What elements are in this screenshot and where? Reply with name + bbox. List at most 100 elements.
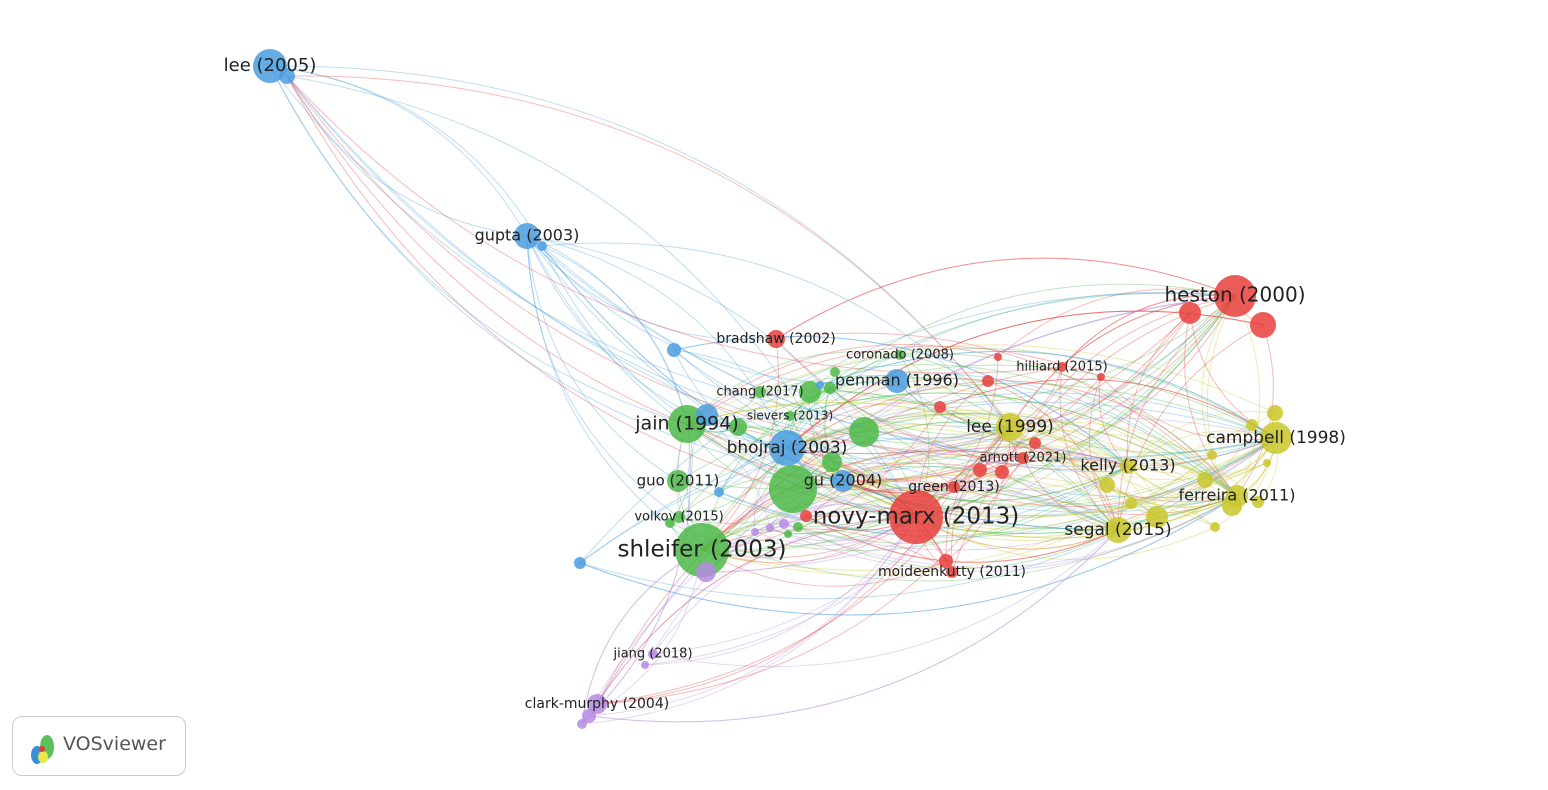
edge	[269, 65, 543, 247]
node	[885, 369, 909, 393]
edge	[786, 431, 1003, 473]
edge	[1189, 312, 1277, 439]
edge	[678, 480, 844, 524]
edge	[783, 495, 1238, 568]
edge	[842, 295, 1236, 482]
node	[641, 661, 649, 669]
edge	[705, 295, 1236, 573]
edge	[286, 75, 1129, 468]
edge	[526, 235, 788, 449]
edge	[686, 402, 1158, 518]
edge	[831, 437, 1277, 507]
logo: VOSviewer	[12, 716, 186, 776]
edge	[1117, 437, 1277, 531]
edge	[805, 515, 1119, 563]
edge	[701, 450, 1024, 551]
edge	[786, 408, 1011, 449]
edge	[775, 332, 1238, 497]
node-label: lee (1999)	[966, 417, 1054, 437]
node	[1197, 472, 1213, 488]
node	[1097, 373, 1105, 381]
edge	[526, 235, 703, 551]
edge	[1206, 295, 1236, 507]
edge	[701, 450, 1024, 551]
edge	[286, 75, 1024, 459]
edge	[805, 515, 1119, 563]
edge	[541, 242, 1011, 428]
node-label: coronado (2008)	[846, 348, 954, 363]
node	[1179, 302, 1201, 324]
edge	[596, 457, 1024, 705]
node	[714, 487, 724, 497]
logo-icon	[31, 735, 54, 764]
node	[779, 519, 789, 529]
edge	[945, 426, 1011, 562]
edge	[775, 257, 1236, 340]
edge	[1127, 437, 1277, 474]
edge	[652, 529, 1119, 668]
edge	[789, 392, 1238, 497]
edge	[701, 295, 1236, 551]
edge	[939, 378, 1277, 439]
edge	[581, 549, 703, 725]
edge	[1117, 295, 1236, 531]
node	[889, 490, 943, 544]
node	[1210, 522, 1220, 532]
edge	[786, 410, 1206, 481]
node	[766, 524, 774, 532]
edge	[673, 349, 917, 518]
edge	[786, 423, 1108, 486]
edge	[1184, 312, 1238, 497]
edge	[789, 283, 1236, 417]
node	[934, 401, 946, 413]
edge	[701, 424, 1253, 571]
edge	[842, 480, 1132, 530]
edge	[581, 426, 1011, 725]
node-label: novy-marx (2013)	[813, 504, 1020, 530]
edge	[701, 338, 779, 551]
edge	[797, 295, 1236, 528]
edge	[596, 516, 917, 705]
node-label: segal (2015)	[1064, 520, 1171, 540]
edge	[899, 354, 1011, 428]
node	[696, 562, 716, 582]
node-label: jain (1994)	[634, 413, 738, 435]
edge	[808, 391, 844, 482]
edge	[829, 387, 1011, 435]
node	[832, 470, 854, 492]
edge	[819, 350, 1277, 439]
edge	[997, 288, 1236, 358]
edge	[775, 257, 1236, 340]
edge	[644, 426, 1011, 666]
node	[1125, 497, 1137, 509]
edge	[786, 441, 955, 488]
edge	[939, 406, 1277, 467]
edge	[588, 529, 1119, 723]
edge	[1127, 465, 1238, 500]
edge	[786, 447, 953, 573]
edge	[915, 458, 1129, 518]
node	[279, 68, 295, 84]
edge	[1034, 442, 1238, 503]
edge	[678, 292, 1236, 518]
edge	[269, 65, 844, 482]
node-label: moideenkutty (2011)	[878, 564, 1026, 580]
edge	[541, 245, 1277, 460]
node	[1267, 405, 1283, 421]
edge	[269, 65, 528, 237]
edge	[1127, 462, 1238, 497]
edge	[677, 295, 1236, 490]
edge	[786, 295, 1236, 455]
edge	[787, 295, 1236, 535]
edge	[797, 526, 1119, 569]
node	[587, 694, 607, 714]
edge	[786, 447, 955, 494]
edge	[896, 380, 1011, 428]
edge	[1231, 295, 1261, 507]
node	[769, 465, 817, 513]
node-label: bhojraj (2003)	[727, 438, 848, 458]
edge	[701, 487, 1119, 551]
node	[1105, 517, 1131, 543]
node-label: green (2013)	[908, 479, 999, 495]
